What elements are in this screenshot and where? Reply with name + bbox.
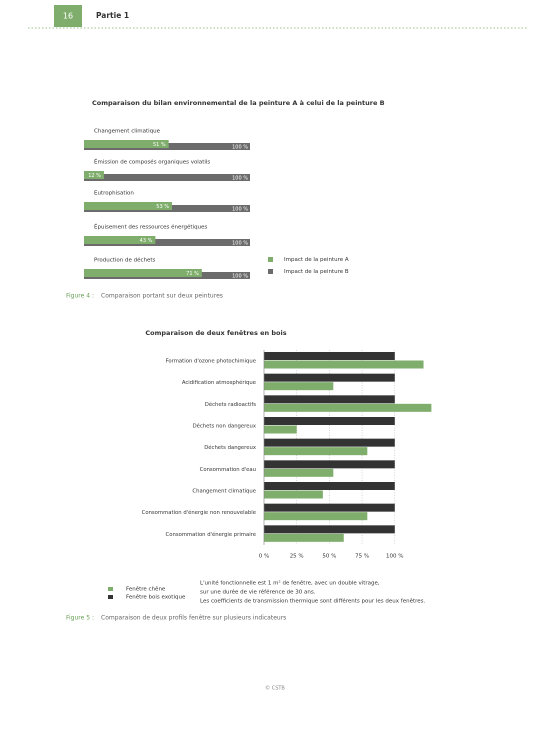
category-label: Eutrophisation — [94, 191, 134, 197]
bar — [264, 382, 334, 391]
note: Les coefficients de transmission thermiq… — [200, 598, 426, 605]
bar — [84, 202, 172, 210]
value-label: 12 % — [88, 173, 101, 179]
legend-swatch — [268, 269, 273, 274]
category-label: Acidification atmosphérique — [182, 379, 256, 386]
category-label: Consommation d'eau — [200, 467, 256, 473]
x-tick-label: 50 % — [322, 554, 336, 560]
bar — [264, 533, 344, 542]
bar — [264, 447, 368, 456]
bar — [264, 403, 432, 412]
page-tab — [54, 5, 82, 27]
category-label: Déchets non dangereux — [193, 423, 256, 430]
x-tick-label: 75 % — [355, 554, 369, 560]
legend-label: Impact de la peinture A — [284, 257, 349, 263]
x-tick-label: 25 % — [290, 554, 304, 560]
value-label: 53 % — [156, 204, 169, 210]
bar — [264, 438, 395, 447]
value-label: 100 % — [232, 145, 248, 151]
bar — [264, 503, 395, 512]
category-label: Changement climatique — [192, 489, 256, 495]
bar — [264, 395, 395, 404]
category-label: Changement climatique — [94, 129, 161, 135]
x-tick-label: 100 % — [386, 554, 403, 560]
category-label: Épuisement des ressources énergétiques — [94, 223, 207, 231]
x-tick-label: 0 % — [259, 554, 269, 560]
value-label: 100 % — [232, 241, 248, 247]
value-label: 100 % — [232, 274, 248, 280]
bar — [264, 417, 395, 425]
category-label: Formation d'ozone photochimique — [166, 359, 256, 365]
bar — [84, 171, 104, 179]
bar — [264, 525, 395, 534]
category-label: Déchets dangereux — [204, 444, 256, 451]
caption-text: Comparaison portant sur deux peintures — [101, 293, 223, 300]
page-number: 16 — [63, 12, 73, 21]
legend-swatch — [108, 595, 113, 599]
value-label: 100 % — [232, 207, 248, 213]
bar — [84, 269, 202, 277]
footer: © CSTB — [265, 685, 285, 692]
caption-label: Figure 5 : — [66, 615, 94, 622]
value-label: 51 % — [153, 142, 166, 148]
bar — [264, 373, 395, 382]
bar — [264, 360, 424, 369]
bar — [84, 239, 250, 246]
bar — [264, 482, 395, 490]
legend-swatch — [108, 587, 113, 591]
bar — [84, 236, 156, 244]
bar — [264, 352, 395, 360]
category-label: Consommation d'énergie primaire — [166, 531, 256, 538]
legend-label: Fenêtre bois exotique — [126, 594, 186, 601]
chart-title: Comparaison du bilan environnemental de … — [92, 99, 385, 107]
legend-swatch — [268, 257, 273, 262]
bar — [84, 174, 250, 181]
part-title: Partie 1 — [96, 11, 129, 20]
bar — [264, 512, 368, 521]
note: L'unité fonctionnelle est 1 m² de fenêtr… — [200, 580, 380, 587]
value-label: 100 % — [232, 176, 248, 182]
value-label: 43 % — [140, 238, 153, 244]
bar — [264, 460, 395, 469]
legend-label: Fenêtre chêne — [126, 586, 166, 593]
bar — [264, 425, 297, 434]
caption-label: Figure 4 : — [66, 293, 94, 300]
bar — [264, 468, 334, 477]
caption-text: Comparaison de deux profils fenêtre sur … — [101, 615, 286, 622]
chart-title: Comparaison de deux fenêtres en bois — [145, 329, 286, 337]
bar — [84, 140, 169, 148]
category-label: Production de déchets — [94, 257, 156, 264]
bar — [264, 490, 323, 499]
category-label: Consommation d'énergie non renouvelable — [142, 509, 256, 516]
category-label: Déchets radioactifs — [205, 401, 256, 408]
legend-label: Impact de la peinture B — [284, 269, 349, 275]
value-label: 71 % — [186, 271, 199, 277]
note: sur une durée de vie référence de 30 ans… — [200, 589, 316, 596]
category-label: Émission de composés organiques volatils — [94, 158, 210, 166]
